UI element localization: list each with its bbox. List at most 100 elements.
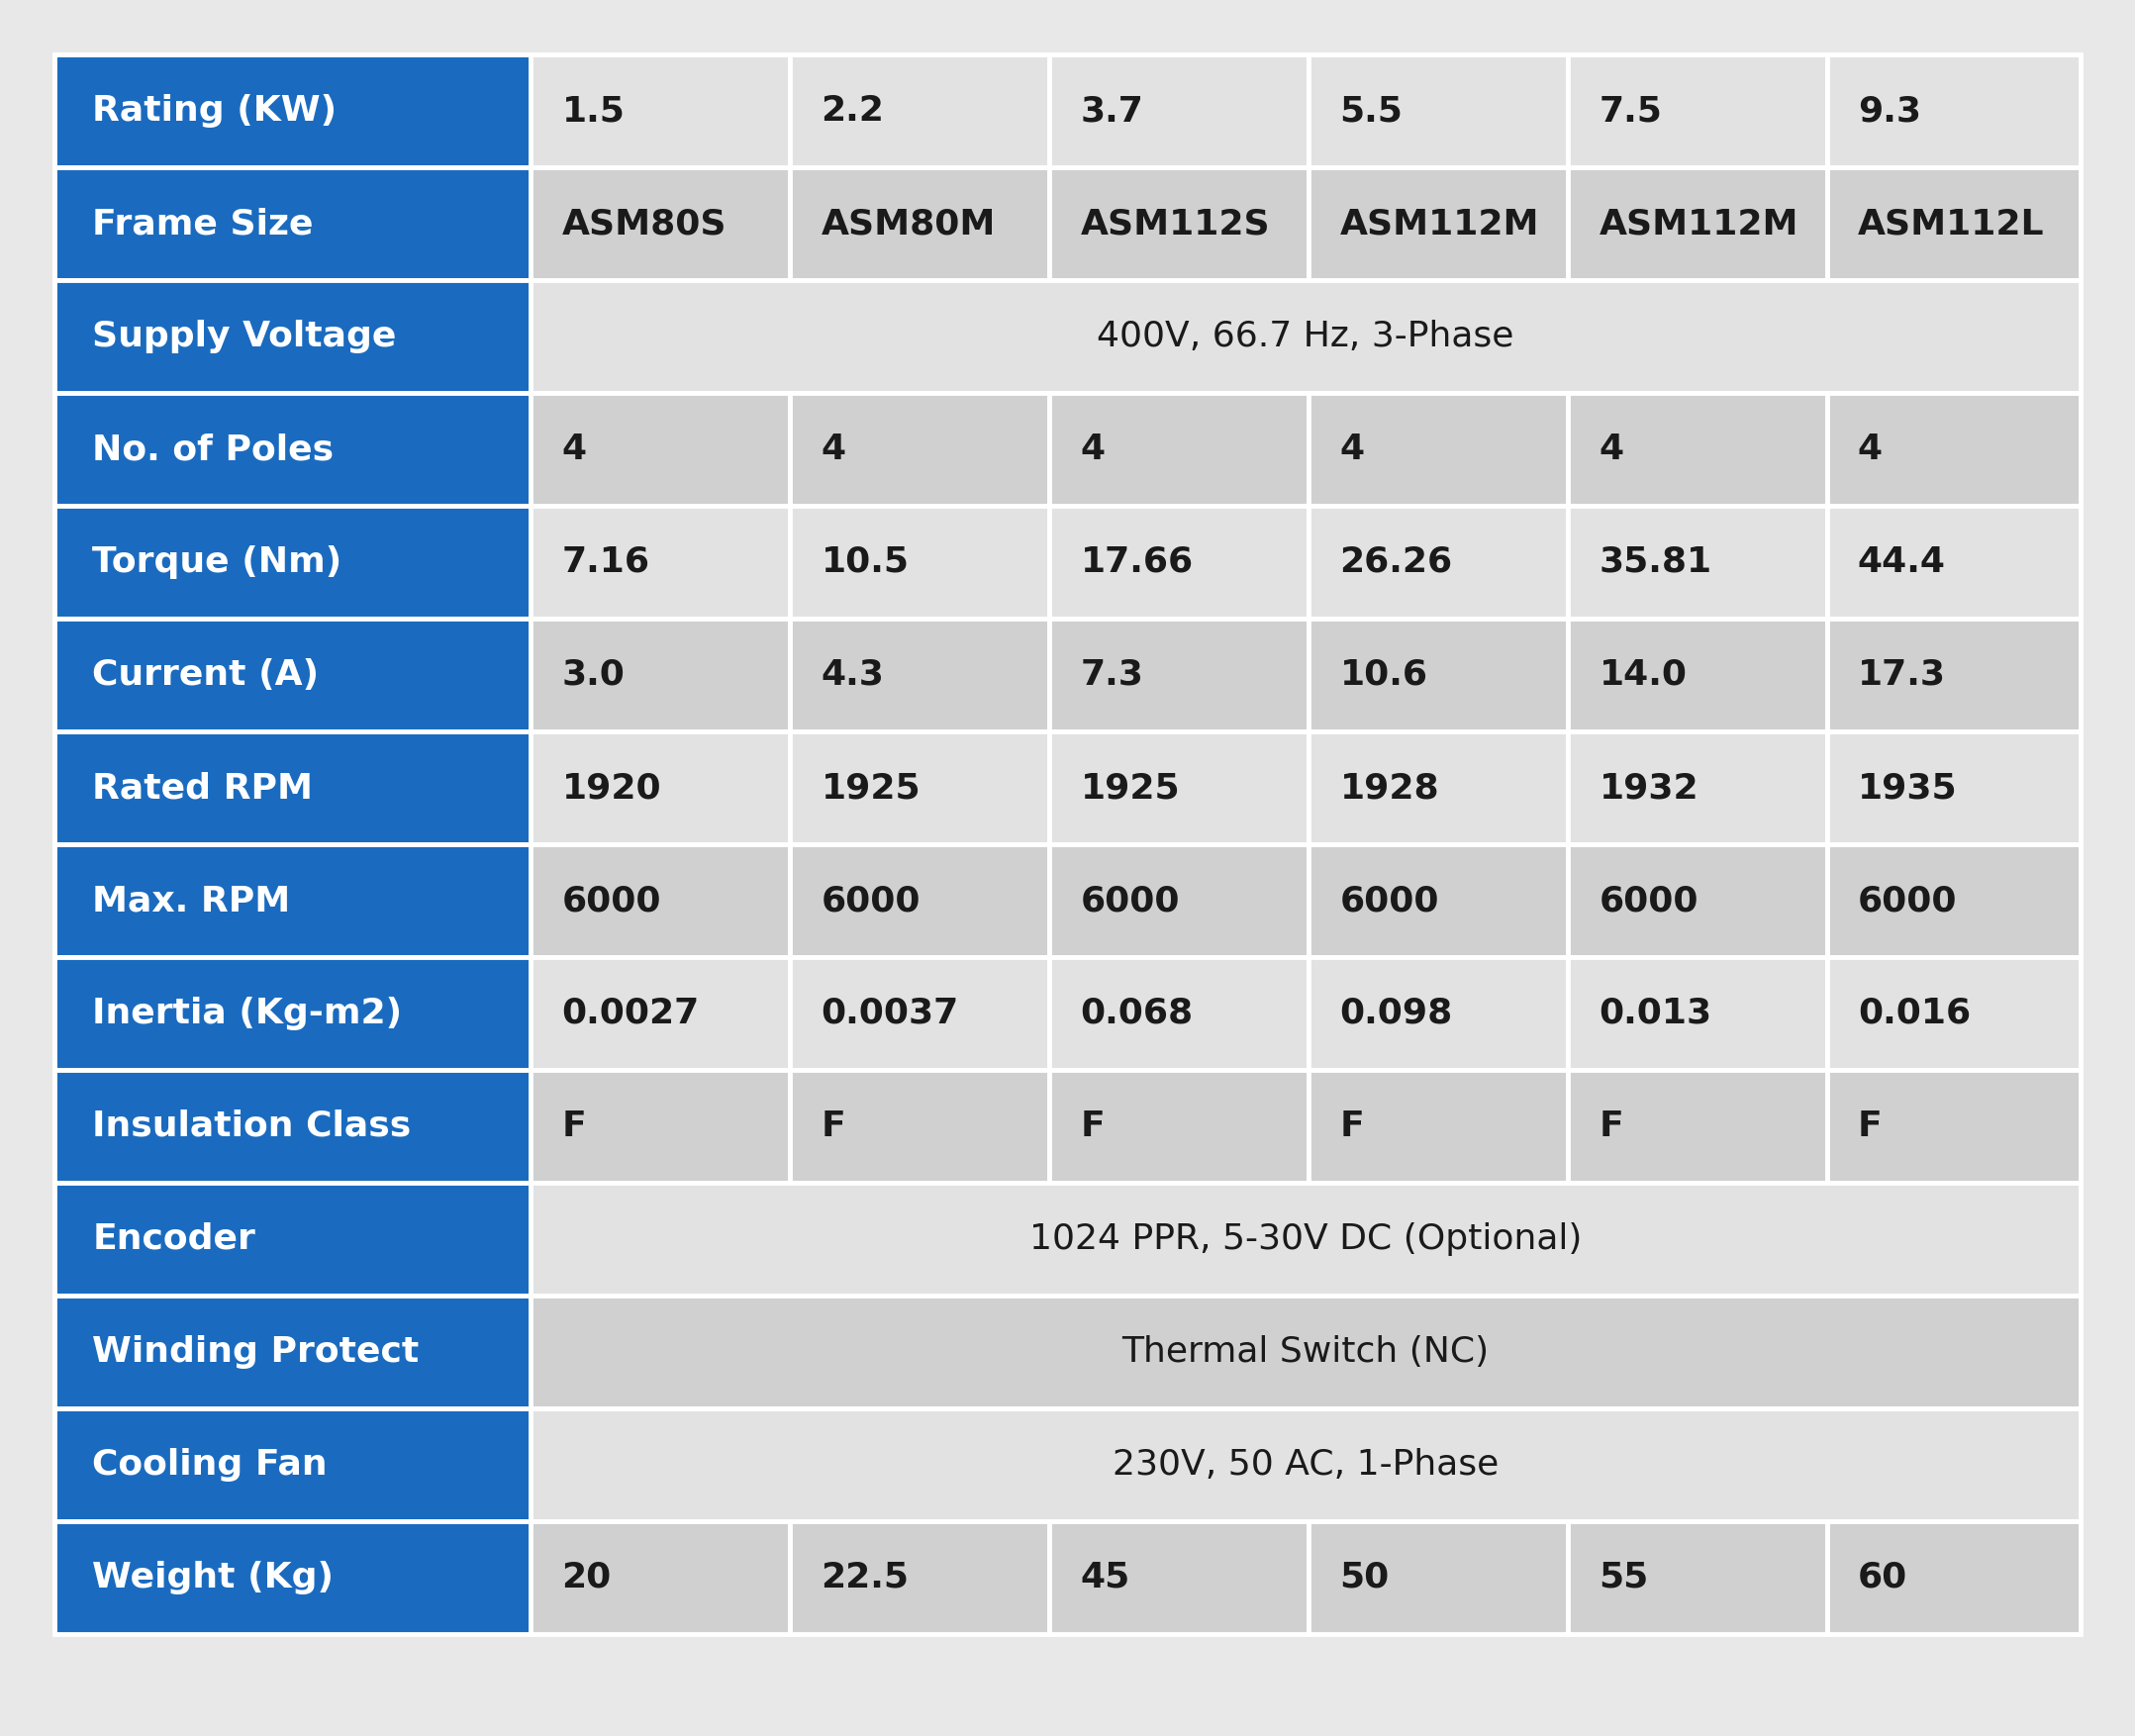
Text: 400V, 66.7 Hz, 3-Phase: 400V, 66.7 Hz, 3-Phase [1097,319,1514,354]
Bar [1828,1069,2082,1182]
Text: ASM80M: ASM80M [822,207,995,241]
Bar [1567,54,1828,167]
Bar [1309,731,1567,844]
Bar [1567,505,1828,618]
Text: Thermal Switch (NC): Thermal Switch (NC) [1121,1335,1490,1368]
Text: 230V, 50 AC, 1-Phase: 230V, 50 AC, 1-Phase [1112,1448,1499,1481]
Bar [532,1069,790,1182]
Text: 4: 4 [1857,432,1883,467]
Bar [1567,731,1828,844]
Bar [53,731,532,844]
Text: 0.016: 0.016 [1857,996,1971,1031]
Bar [1048,844,1309,957]
Text: No. of Poles: No. of Poles [92,432,335,467]
Bar [532,618,790,731]
Text: F: F [1341,1109,1364,1142]
Bar [790,167,1048,279]
Text: 6000: 6000 [562,884,662,918]
Bar [1309,505,1567,618]
Bar [790,844,1048,957]
Bar [1309,167,1567,279]
Bar [532,392,790,505]
Text: 45: 45 [1080,1561,1129,1594]
Bar [532,1182,2082,1295]
Text: 4.3: 4.3 [822,658,884,693]
Text: 10.5: 10.5 [822,545,910,580]
Bar [53,1182,532,1295]
Text: 2.2: 2.2 [822,94,884,128]
Text: 0.098: 0.098 [1341,996,1452,1031]
Bar [790,731,1048,844]
Text: 1.5: 1.5 [562,94,626,128]
Bar [790,505,1048,618]
Text: 7.3: 7.3 [1080,658,1144,693]
Text: Rated RPM: Rated RPM [92,771,314,806]
Bar [532,1408,2082,1521]
Bar [532,844,790,957]
Text: 50: 50 [1341,1561,1390,1594]
Text: 55: 55 [1599,1561,1648,1594]
Bar [1828,1521,2082,1634]
Bar [1309,1069,1567,1182]
Bar [532,279,2082,392]
Bar [1048,618,1309,731]
Text: 9.3: 9.3 [1857,94,1922,128]
Text: ASM112M: ASM112M [1341,207,1539,241]
Text: Winding Protect: Winding Protect [92,1335,418,1368]
Bar [1048,957,1309,1069]
Text: 1925: 1925 [1080,771,1181,806]
Bar [53,167,532,279]
Bar [1567,844,1828,957]
Text: Encoder: Encoder [92,1222,256,1255]
Text: F: F [822,1109,845,1142]
Bar [790,54,1048,167]
Bar [532,1295,2082,1408]
Bar [1828,731,2082,844]
Text: 44.4: 44.4 [1857,545,1945,580]
Bar [1048,54,1309,167]
Text: 0.068: 0.068 [1080,996,1193,1031]
Bar [1309,618,1567,731]
Text: 1935: 1935 [1857,771,1958,806]
Text: Max. RPM: Max. RPM [92,884,290,918]
Text: 5.5: 5.5 [1341,94,1403,128]
Bar [532,1521,790,1634]
Bar [1048,1069,1309,1182]
Text: 4: 4 [822,432,845,467]
Text: 4: 4 [562,432,587,467]
Text: 3.0: 3.0 [562,658,626,693]
Bar [1048,505,1309,618]
Text: Cooling Fan: Cooling Fan [92,1448,329,1481]
Bar [790,957,1048,1069]
Bar [53,618,532,731]
Text: 4: 4 [1341,432,1364,467]
Bar [1828,392,2082,505]
Text: 0.013: 0.013 [1599,996,1712,1031]
Text: 7.5: 7.5 [1599,94,1663,128]
Bar [790,392,1048,505]
Bar [1828,844,2082,957]
Text: 6000: 6000 [1341,884,1439,918]
Text: 10.6: 10.6 [1341,658,1428,693]
Bar [1567,1069,1828,1182]
Text: 4: 4 [1599,432,1625,467]
Bar [1828,54,2082,167]
Bar [532,167,790,279]
Bar [53,844,532,957]
Text: 1024 PPR, 5-30V DC (Optional): 1024 PPR, 5-30V DC (Optional) [1029,1222,1582,1255]
Bar [1828,167,2082,279]
Text: Insulation Class: Insulation Class [92,1109,412,1142]
Text: 7.16: 7.16 [562,545,649,580]
Text: 4: 4 [1080,432,1106,467]
Bar [1828,618,2082,731]
Text: 20: 20 [562,1561,611,1594]
Bar [53,957,532,1069]
Bar [790,1521,1048,1634]
Bar [1048,167,1309,279]
Text: F: F [1857,1109,1883,1142]
Bar [1567,957,1828,1069]
Text: 35.81: 35.81 [1599,545,1712,580]
Bar [1309,957,1567,1069]
Text: F: F [1080,1109,1106,1142]
Bar [790,1069,1048,1182]
